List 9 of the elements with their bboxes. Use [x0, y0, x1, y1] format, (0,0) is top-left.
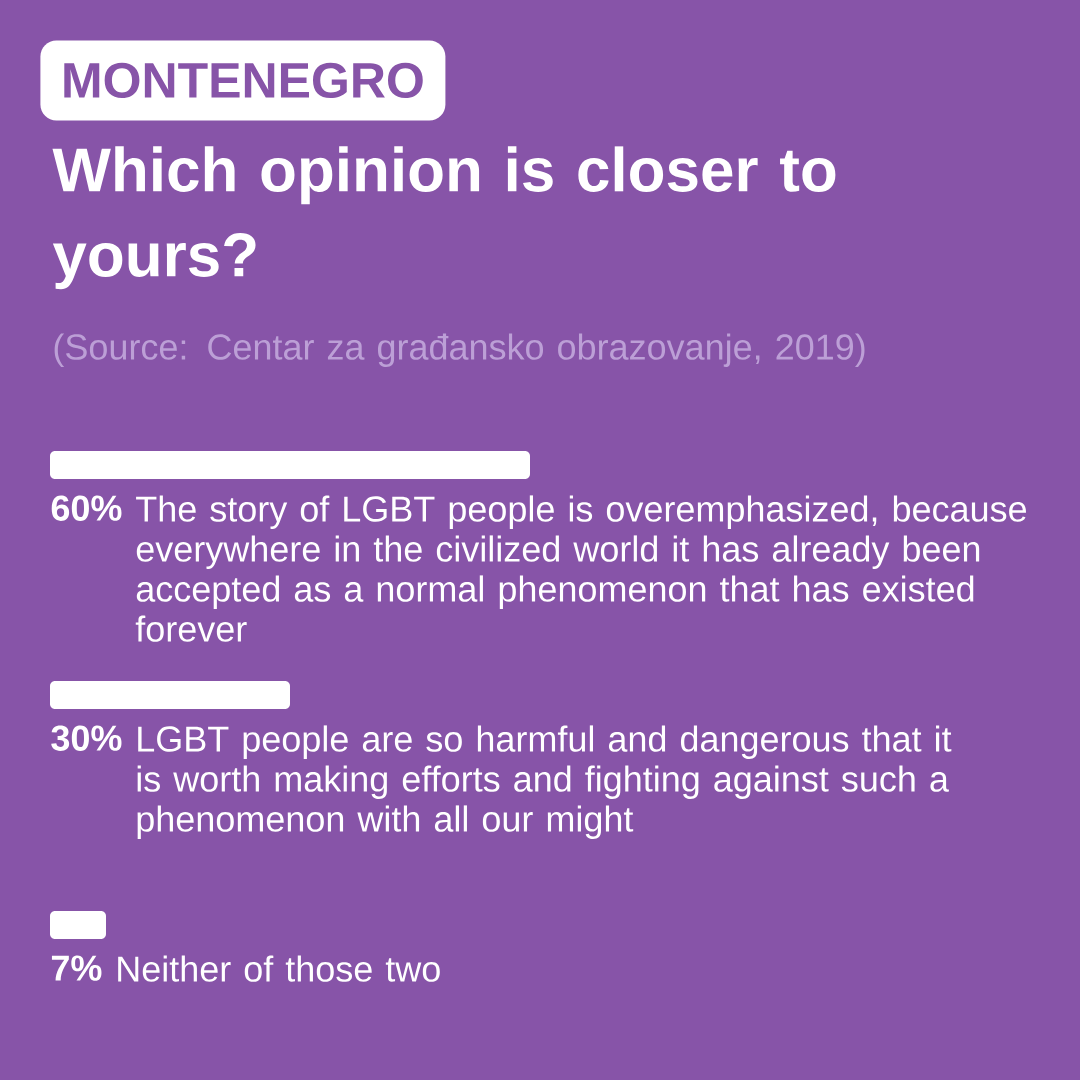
chart-subtitle: MONTENEGRO — [64, 62, 423, 99]
data-label: 7% — [51, 955, 102, 981]
data-label: 60% — [51, 495, 122, 521]
y-tick-label: LGBT people are so harmful and dangerous that it is worth making efforts and fighting against such a phenomenon with all our might — [137, 725, 952, 839]
y-tick-label: Neither of those two — [118, 955, 440, 982]
text: (Source: Centar za građansko obrazovanje, 2019) — [54, 333, 865, 367]
chart-title: Which opinion is closer to yours? — [52, 146, 836, 290]
y-tick-label: The story of LGBT people is overemphasized, because everywhere in the civilized world it has already been accepted as a normal phenomenon that has existed forever — [135, 495, 1026, 642]
data-label: 30% — [51, 725, 122, 751]
